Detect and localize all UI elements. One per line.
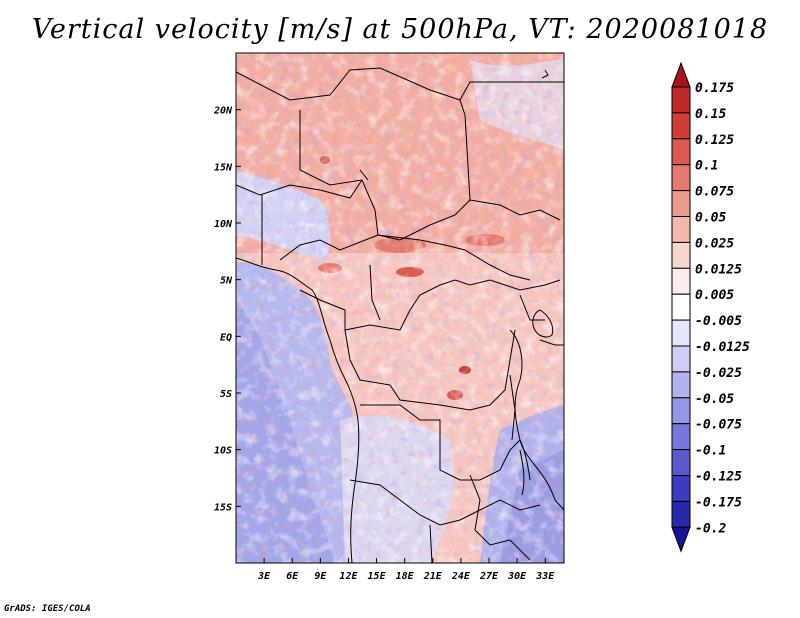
colorbar-label: 0.025	[695, 236, 734, 251]
map-title: Vertical velocity [m/s] at 500hPa, VT: 2…	[31, 14, 769, 45]
lat-tick-label: 10N	[214, 219, 233, 230]
latitude-axis: 20N 15N 10N 5N EQ 5S 10S 15S	[213, 106, 241, 513]
colorbar-swatch	[671, 112, 691, 140]
colorbar-label: -0.125	[695, 470, 742, 485]
colorbar-label: -0.2	[695, 521, 726, 536]
lat-tick-label: 15S	[214, 502, 232, 513]
colorbar-swatch	[671, 345, 691, 373]
lat-tick-label: 20N	[213, 106, 233, 117]
colorbar-label: 0.0125	[695, 262, 742, 277]
lon-tick-label: 27E	[479, 571, 499, 582]
colorbar-swatch	[671, 475, 691, 502]
colorbar-label: -0.005	[695, 314, 742, 329]
colorbar-swatch	[671, 293, 691, 321]
colorbar-swatch	[671, 138, 691, 166]
colorbar-label: 0.075	[695, 185, 734, 200]
lon-tick-label: 9E	[314, 571, 327, 582]
colorbar-label: 0.15	[695, 107, 726, 122]
colorbar-swatch	[671, 164, 691, 192]
lat-tick-label: 15N	[214, 162, 233, 173]
lon-tick-label: 21E	[423, 571, 443, 582]
longitude-axis: 3E 6E 9E 12E 15E 18E 21E 24E 27E 30E 33E	[257, 558, 555, 582]
colorbar-swatch	[671, 216, 691, 243]
colorbar-swatch	[671, 371, 691, 399]
colorbar-bottom-arrow	[671, 526, 691, 553]
colorbar-top-arrow	[671, 61, 691, 88]
colorbar-swatch	[671, 319, 691, 347]
colorbar-label: 0.05	[695, 211, 726, 226]
colorbar-label: -0.05	[695, 392, 734, 407]
colorbar-swatch	[671, 86, 691, 114]
colorbar-swatch	[671, 267, 691, 295]
lat-tick-label: EQ	[220, 332, 232, 343]
lon-tick-label: 6E	[286, 571, 299, 582]
colorbar-swatch	[671, 449, 691, 477]
lon-tick-label: 30E	[507, 571, 527, 582]
lon-tick-label: 15E	[368, 571, 387, 582]
colorbar-swatch	[671, 500, 691, 528]
lon-tick-label: 18E	[396, 571, 415, 582]
lon-tick-label: 3E	[257, 571, 271, 582]
lon-tick-label: 24E	[451, 571, 471, 582]
colorbar-label: -0.175	[695, 495, 742, 510]
colorbar-label: -0.0125	[695, 340, 750, 355]
lat-tick-label: 5S	[220, 389, 232, 400]
lon-tick-label: 12E	[339, 571, 358, 582]
credit-label: GrADS: IGES/COLA	[4, 604, 91, 614]
colorbar-label: 0.005	[695, 288, 734, 303]
colorbar-swatch	[671, 190, 691, 218]
lat-tick-label: 10S	[214, 446, 232, 457]
map-frame	[235, 52, 565, 564]
vertical-velocity-field	[236, 53, 564, 563]
colorbar-label: 0.125	[695, 133, 734, 148]
country-borders	[236, 67, 564, 563]
colorbar-swatch	[671, 423, 691, 451]
colorbar-label: -0.025	[695, 366, 742, 381]
colorbar-label: 0.175	[695, 81, 734, 96]
atlantic-coastline	[236, 257, 360, 563]
lon-tick-label: 33E	[535, 571, 555, 582]
colorbar-label: 0.1	[695, 159, 718, 174]
color-legend: 0.175 0.15 0.125 0.1 0.075 0.05 0.025 0.0125 0.0…	[671, 61, 750, 553]
colorbar-label: -0.075	[695, 418, 742, 433]
colorbar-swatch	[671, 397, 691, 425]
lat-tick-label: 5N	[220, 276, 233, 287]
colorbar-swatch	[671, 241, 691, 269]
lakes	[509, 69, 554, 496]
colorbar-label: -0.1	[695, 444, 726, 459]
